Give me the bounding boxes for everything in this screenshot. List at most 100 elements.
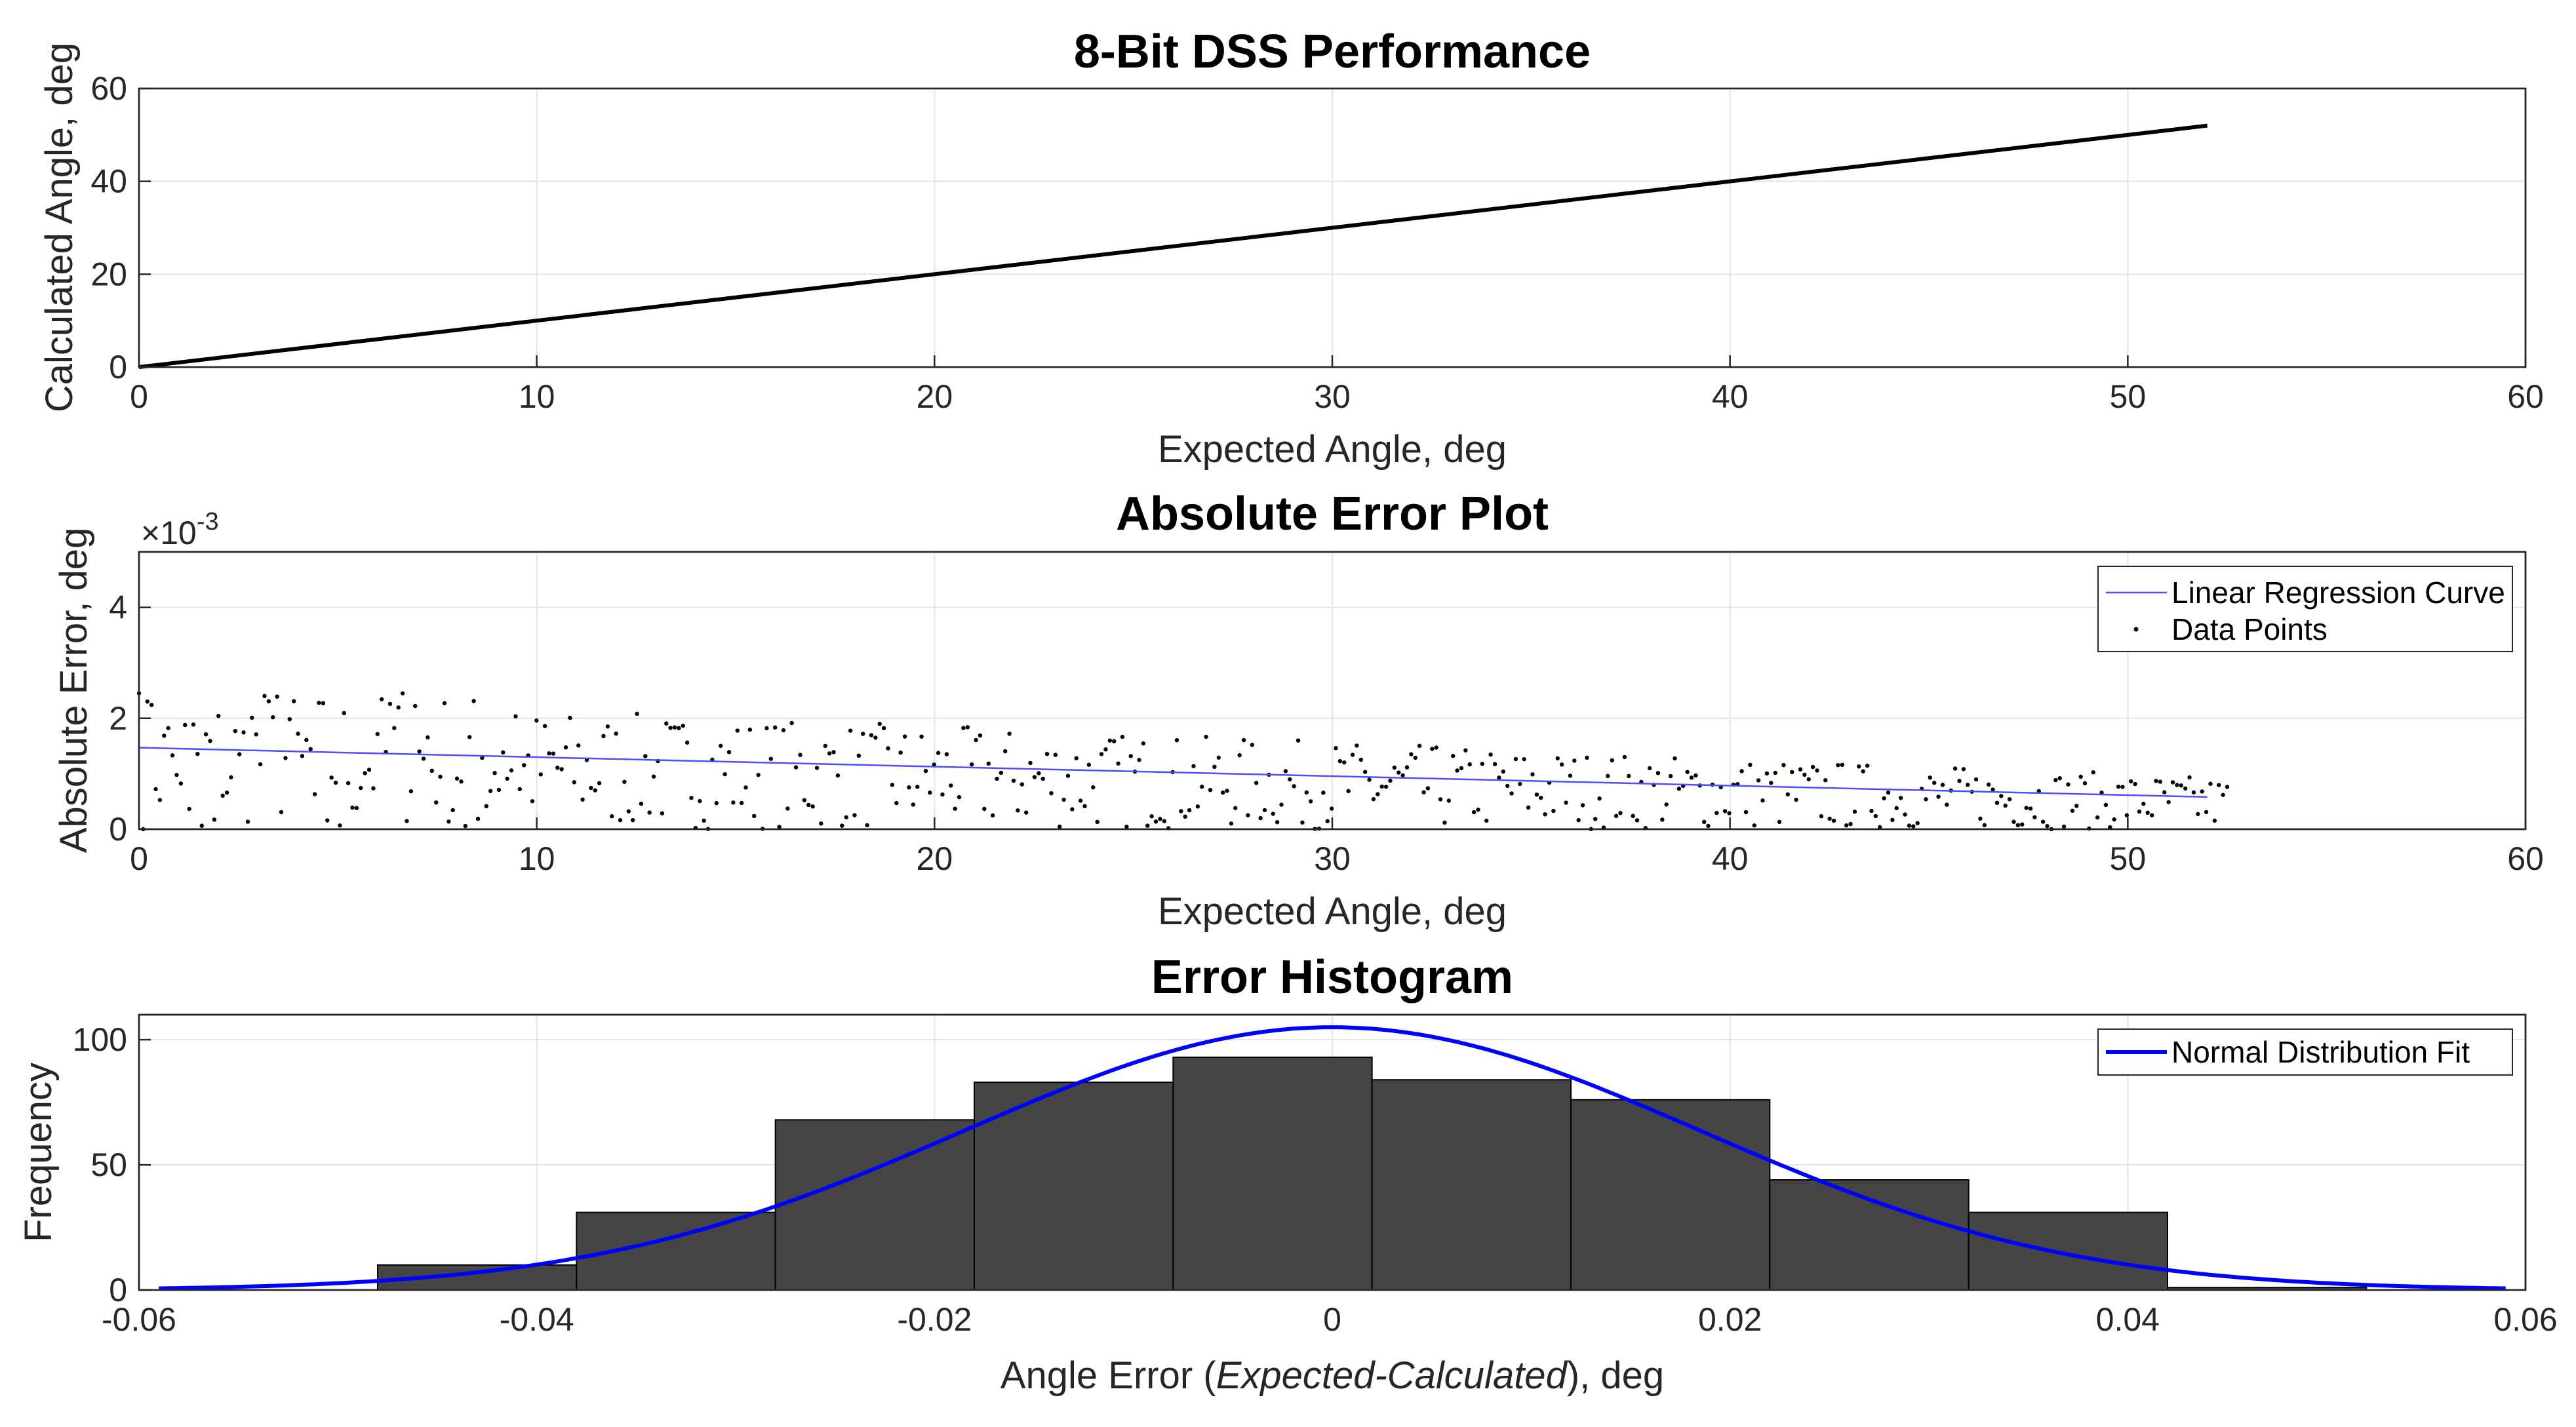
data-point xyxy=(1342,760,1347,765)
data-point xyxy=(1878,825,1882,830)
data-point xyxy=(1053,753,1058,757)
data-point xyxy=(823,743,827,749)
data-point xyxy=(907,785,911,790)
data-point xyxy=(626,809,631,813)
data-point xyxy=(538,772,543,777)
data-point xyxy=(501,750,505,755)
subplot-histogram: -0.06 -0.04 -0.02 0 0.02 0.04 0.06 0 50 100 Error… xyxy=(17,951,2558,1397)
data-point xyxy=(153,787,158,792)
data-point xyxy=(689,796,694,800)
data-point xyxy=(208,739,212,743)
data-point xyxy=(1417,743,1422,749)
data-point xyxy=(547,751,551,756)
data-point xyxy=(1794,797,1798,802)
data-layer xyxy=(138,123,2208,369)
data-point xyxy=(764,726,769,731)
data-point xyxy=(1785,792,1791,797)
data-point xyxy=(739,800,744,806)
data-point xyxy=(346,781,351,785)
data-point xyxy=(1358,757,1363,762)
x-axis-label: Angle Error (Expected-Calculated), deg xyxy=(1001,1354,1664,1397)
data-point xyxy=(2112,817,2116,822)
data-point xyxy=(454,776,460,781)
histogram-bar xyxy=(1968,1211,2169,1291)
ticks: 0 10 20 30 40 50 60 0 2 4 xyxy=(109,589,2544,877)
data-point xyxy=(233,729,238,733)
data-point xyxy=(426,735,430,740)
data-point xyxy=(2074,804,2079,808)
data-point xyxy=(1279,802,1284,807)
data-point xyxy=(2028,806,2033,811)
data-point xyxy=(1752,823,1756,828)
data-point xyxy=(681,723,685,728)
data-point xyxy=(1158,817,1162,821)
data-point xyxy=(1886,790,1891,795)
data-point xyxy=(568,715,572,720)
data-point xyxy=(1823,778,1828,783)
data-point xyxy=(781,728,786,733)
data-point xyxy=(2170,780,2175,785)
data-point xyxy=(965,725,970,730)
data-point xyxy=(1952,766,1958,771)
data-point xyxy=(949,783,953,788)
data-point xyxy=(1346,789,1351,794)
data-point xyxy=(1049,791,1054,796)
data-point xyxy=(488,789,493,793)
data-point xyxy=(1082,804,1087,809)
data-point xyxy=(902,734,907,739)
data-point xyxy=(413,703,418,709)
data-point xyxy=(873,735,878,740)
data-point xyxy=(367,768,372,772)
data-point xyxy=(1610,758,1614,763)
data-point xyxy=(1593,817,1598,821)
data-point xyxy=(321,701,326,706)
data-point xyxy=(1559,762,1564,767)
data-point xyxy=(881,726,886,731)
data-point xyxy=(559,767,564,772)
y-tick-label: 20 xyxy=(90,256,127,292)
data-point xyxy=(861,732,865,736)
x-tick-label: 20 xyxy=(917,378,953,415)
data-point xyxy=(806,802,811,808)
data-point xyxy=(936,751,941,755)
data-point xyxy=(1446,798,1452,803)
data-point xyxy=(1760,798,1765,803)
data-point xyxy=(1379,784,1384,789)
data-point xyxy=(517,787,523,792)
data-point xyxy=(1618,811,1623,815)
data-point xyxy=(1400,773,1405,778)
legend-swatch-points xyxy=(2133,627,2139,632)
data-point xyxy=(1392,765,1397,770)
data-point xyxy=(1480,762,1485,766)
data-point xyxy=(1530,772,1535,777)
data-point xyxy=(1932,781,1937,785)
data-point xyxy=(840,823,844,828)
data-point xyxy=(2175,783,2179,787)
data-point xyxy=(2137,809,2142,814)
data-point xyxy=(1614,813,1619,819)
x-tick-label: 0 xyxy=(130,840,148,877)
data-point xyxy=(2091,770,2095,775)
data-point xyxy=(1543,812,1547,817)
data-point xyxy=(1020,782,1024,787)
data-point xyxy=(1254,781,1259,785)
data-point xyxy=(1903,812,1907,817)
data-point xyxy=(1288,777,1292,782)
y-axis-label: Absolute Error, deg xyxy=(52,528,95,853)
data-point xyxy=(191,722,196,727)
histogram-bar xyxy=(1172,1056,1373,1291)
data-point xyxy=(2204,810,2209,815)
data-point xyxy=(325,818,330,823)
data-point xyxy=(359,785,363,791)
data-point xyxy=(1086,762,1092,767)
data-point xyxy=(1149,814,1154,819)
data-point xyxy=(237,752,242,756)
data-point xyxy=(814,766,820,770)
data-point xyxy=(1815,768,1819,773)
data-point xyxy=(1978,816,1983,821)
data-point xyxy=(2020,822,2025,827)
data-point xyxy=(1739,769,1744,773)
data-point xyxy=(2183,786,2188,791)
data-point xyxy=(1722,809,1728,813)
data-point xyxy=(1748,762,1753,768)
